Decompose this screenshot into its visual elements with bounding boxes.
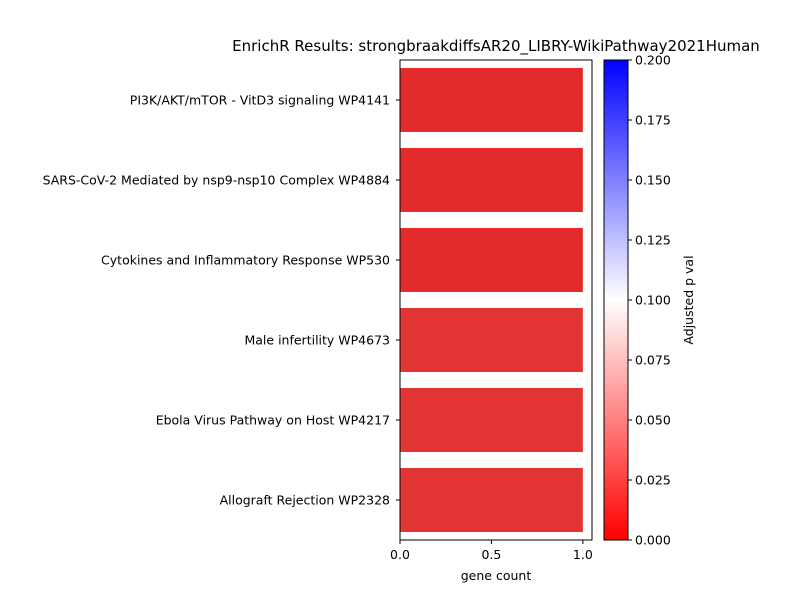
bar-3 bbox=[400, 308, 583, 372]
bar-5 bbox=[400, 468, 583, 532]
bar-0 bbox=[400, 68, 583, 132]
colorbar-tick-label-6: 0.150 bbox=[635, 173, 671, 188]
chart-title: EnrichR Results: strongbraakdiffsAR20_LI… bbox=[232, 37, 760, 56]
colorbar-gradient bbox=[603, 59, 629, 541]
colorbar-tick-label-4: 0.100 bbox=[635, 293, 671, 308]
colorbar-tick-label-0: 0.000 bbox=[635, 533, 671, 548]
category-label-2: Cytokines and Inflammatory Response WP53… bbox=[101, 253, 390, 268]
colorbar: 0.000 0.025 0.050 0.075 0.100 0.125 0.150 0.175… bbox=[603, 53, 696, 548]
colorbar-tick-label-7: 0.175 bbox=[635, 113, 671, 128]
y-tick-labels: PI3K/AKT/mTOR - VitD3 signaling WP4141 SA… bbox=[43, 93, 400, 508]
colorbar-tick-label-3: 0.075 bbox=[635, 353, 671, 368]
category-label-5: Allograft Rejection WP2328 bbox=[220, 493, 390, 508]
colorbar-tick-label-8: 0.200 bbox=[635, 53, 671, 68]
bar-1 bbox=[400, 148, 583, 212]
category-label-3: Male infertility WP4673 bbox=[244, 333, 390, 348]
colorbar-title: Adjusted p val bbox=[681, 255, 696, 344]
colorbar-ticks: 0.000 0.025 0.050 0.075 0.100 0.125 0.150 0.175… bbox=[628, 53, 671, 548]
colorbar-tick-label-2: 0.050 bbox=[635, 413, 671, 428]
x-tick-label-2: 1.0 bbox=[573, 547, 593, 562]
bar-4 bbox=[400, 388, 583, 452]
category-label-0: PI3K/AKT/mTOR - VitD3 signaling WP4141 bbox=[130, 93, 390, 108]
plot-frame bbox=[399, 59, 593, 541]
colorbar-tick-label-5: 0.125 bbox=[635, 233, 671, 248]
colorbar-tick-label-1: 0.025 bbox=[635, 473, 671, 488]
category-label-1: SARS-CoV-2 Mediated by nsp9-nsp10 Comple… bbox=[43, 173, 390, 188]
x-tick-label-0: 0.0 bbox=[390, 547, 410, 562]
bars-group bbox=[400, 68, 583, 532]
x-axis: 0.0 0.5 1.0 bbox=[390, 540, 593, 562]
x-axis-title: gene count bbox=[461, 568, 532, 583]
x-tick-label-1: 0.5 bbox=[481, 547, 501, 562]
category-label-4: Ebola Virus Pathway on Host WP4217 bbox=[156, 413, 390, 428]
bar-2 bbox=[400, 228, 583, 292]
